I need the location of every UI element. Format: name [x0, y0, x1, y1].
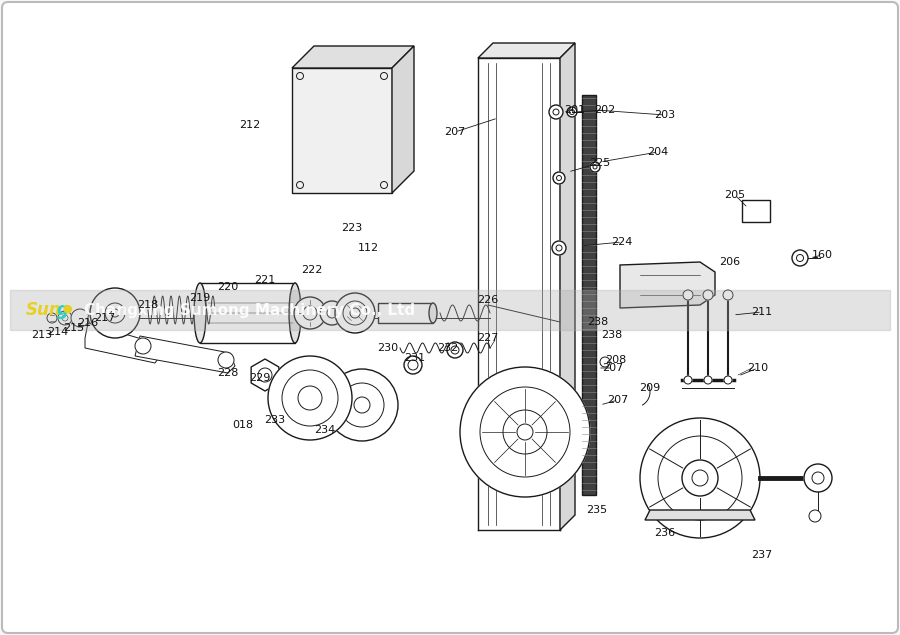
Circle shape — [567, 107, 577, 117]
Circle shape — [335, 293, 375, 333]
Circle shape — [460, 367, 590, 497]
Text: 225: 225 — [590, 158, 610, 168]
Polygon shape — [251, 359, 279, 391]
Circle shape — [684, 376, 692, 384]
Circle shape — [552, 241, 566, 255]
Text: 208: 208 — [606, 355, 626, 365]
Text: 214: 214 — [48, 327, 68, 337]
Text: g: g — [57, 301, 69, 319]
Text: 221: 221 — [255, 275, 275, 285]
Text: 209: 209 — [639, 383, 661, 393]
Text: 223: 223 — [341, 223, 363, 233]
Polygon shape — [85, 323, 160, 363]
Circle shape — [792, 250, 808, 266]
Bar — [10, 290, 890, 330]
Text: 217: 217 — [94, 313, 115, 323]
Circle shape — [704, 376, 712, 384]
Text: 202: 202 — [594, 105, 616, 115]
Circle shape — [294, 297, 326, 329]
Ellipse shape — [194, 283, 206, 343]
Text: 201: 201 — [564, 105, 586, 115]
Bar — [742, 200, 770, 222]
Ellipse shape — [429, 303, 437, 323]
Circle shape — [88, 311, 102, 325]
Text: 237: 237 — [752, 550, 772, 560]
Bar — [292, 68, 392, 193]
Text: 226: 226 — [477, 295, 499, 305]
Text: 219: 219 — [189, 293, 211, 303]
Circle shape — [268, 356, 352, 440]
Circle shape — [47, 313, 57, 323]
Bar — [582, 95, 596, 495]
Text: 212: 212 — [239, 120, 261, 130]
Circle shape — [553, 172, 565, 184]
Circle shape — [590, 162, 600, 172]
Circle shape — [320, 301, 344, 325]
Polygon shape — [478, 43, 575, 58]
Circle shape — [723, 290, 733, 300]
Circle shape — [549, 105, 563, 119]
Polygon shape — [560, 43, 575, 530]
Text: 233: 233 — [265, 415, 285, 425]
Text: 222: 222 — [302, 265, 323, 275]
Text: 238: 238 — [588, 317, 608, 327]
Text: 215: 215 — [63, 323, 85, 333]
Text: 228: 228 — [217, 368, 239, 378]
Circle shape — [90, 288, 140, 338]
Circle shape — [135, 338, 151, 354]
Text: 229: 229 — [249, 373, 271, 383]
Circle shape — [447, 342, 463, 358]
Circle shape — [683, 290, 693, 300]
Text: 235: 235 — [587, 505, 608, 515]
Text: 218: 218 — [138, 300, 158, 310]
Circle shape — [724, 376, 732, 384]
Text: 018: 018 — [232, 420, 254, 430]
Polygon shape — [292, 46, 414, 68]
Text: 112: 112 — [357, 243, 379, 253]
Circle shape — [600, 357, 610, 367]
Polygon shape — [620, 262, 715, 308]
Text: 227: 227 — [477, 333, 499, 343]
Text: 207: 207 — [608, 395, 628, 405]
Bar — [200, 283, 295, 343]
Bar — [378, 303, 433, 323]
Text: 160: 160 — [812, 250, 833, 260]
Text: ●: ● — [62, 304, 72, 314]
Circle shape — [326, 369, 398, 441]
Circle shape — [58, 311, 72, 325]
Polygon shape — [645, 510, 755, 520]
Ellipse shape — [289, 283, 301, 343]
Text: 224: 224 — [611, 237, 633, 247]
Text: 210: 210 — [747, 363, 769, 373]
Text: 203: 203 — [654, 110, 676, 120]
Circle shape — [804, 464, 832, 492]
Text: 205: 205 — [724, 190, 745, 200]
Text: 238: 238 — [601, 330, 623, 340]
Text: 207: 207 — [602, 363, 624, 373]
Text: 236: 236 — [654, 528, 676, 538]
Text: 204: 204 — [647, 147, 669, 157]
Text: 232: 232 — [437, 343, 459, 353]
Text: Sun: Sun — [26, 301, 62, 319]
Text: Changxing Sumong Machinery Co., Ltd: Changxing Sumong Machinery Co., Ltd — [85, 302, 416, 318]
Text: 216: 216 — [77, 318, 99, 328]
Polygon shape — [392, 46, 414, 193]
Circle shape — [640, 418, 760, 538]
Circle shape — [218, 352, 234, 368]
Polygon shape — [135, 336, 235, 373]
Text: 220: 220 — [218, 282, 238, 292]
Text: 231: 231 — [404, 353, 426, 363]
Text: 206: 206 — [719, 257, 741, 267]
Text: 234: 234 — [314, 425, 336, 435]
Text: 213: 213 — [32, 330, 52, 340]
Circle shape — [703, 290, 713, 300]
Text: 207: 207 — [445, 127, 465, 137]
Text: 230: 230 — [377, 343, 399, 353]
Circle shape — [404, 356, 422, 374]
Circle shape — [71, 309, 89, 327]
Circle shape — [682, 460, 718, 496]
Text: 211: 211 — [752, 307, 772, 317]
Circle shape — [809, 510, 821, 522]
